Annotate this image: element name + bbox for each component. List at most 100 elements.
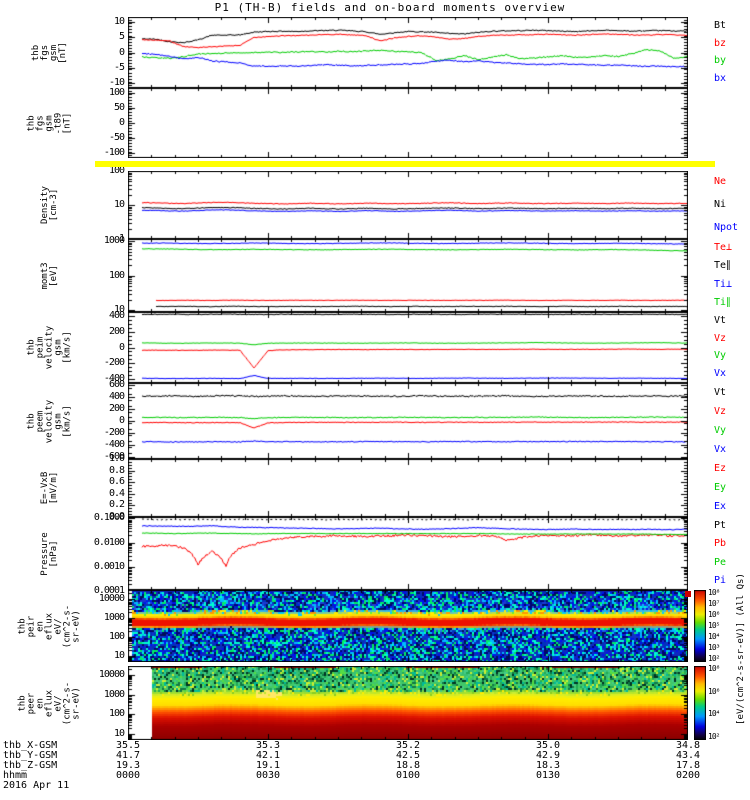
bottom-value: 35.0	[535, 740, 561, 751]
bottom-value: 0130	[535, 770, 561, 781]
ytick-label-peem-velocity: 200	[108, 403, 125, 415]
bottom-row-label: thb_Z-GSM	[3, 760, 58, 771]
colorbar-unit-label: [eV/(cm^2-s-sr-eV)] (All Qs)	[736, 573, 746, 725]
bottom-value: 41.7	[115, 750, 141, 761]
bottom-value: 0100	[395, 770, 421, 781]
panel-fgs-plot	[128, 17, 688, 88]
legend-pressure-Pi: Pi	[714, 574, 727, 586]
legend-momt3-Te∥: Te∥	[714, 260, 732, 272]
legend-peem-velocity-Vx: Vx	[714, 443, 727, 455]
bottom-value: 0000	[115, 770, 141, 781]
legend-fgs-Bt: Bt	[714, 19, 727, 31]
ytick-label-pressure: 0.0010	[93, 561, 125, 573]
legend-peim-velocity-Vz: Vz	[714, 332, 727, 344]
ytick-label-momt3: 1000	[103, 235, 125, 247]
ytick-label-momt3: 100	[108, 269, 125, 281]
ytick-label-fgs: 0	[118, 46, 125, 58]
ytick-label-efield: 0.0	[108, 511, 125, 522]
colorbar-ion-tick: 10⁵	[708, 621, 720, 630]
legend-efield-Ez: Ez	[714, 462, 727, 474]
bottom-value: 42.9	[535, 750, 561, 761]
legend-density-Ni: Ni	[714, 199, 727, 210]
plot-title: P1 (TH-B) fields and on-board moments ov…	[214, 1, 566, 14]
bottom-value: 18.8	[395, 760, 421, 771]
ytick-label-peir-spec: 100	[108, 631, 125, 642]
ytick-label-peim-velocity: -400	[103, 373, 125, 385]
colorbar-ion-tick: 10⁷	[708, 598, 720, 608]
colorbar-electron-tick: 10⁶	[708, 686, 720, 696]
legend-pressure-Pe: Pe	[714, 556, 727, 568]
ytick-label-peem-velocity: -600	[103, 450, 125, 462]
ytick-label-peim-velocity: 0	[118, 341, 125, 353]
bottom-value: 42.1	[255, 750, 281, 761]
ytick-label-efield: 0.4	[108, 487, 125, 499]
ytick-label-fgs: 10	[113, 15, 125, 27]
legend-peem-velocity-Vy: Vy	[714, 424, 727, 436]
bottom-value: 42.5	[395, 750, 421, 761]
legend-density-Ne: Ne	[714, 176, 727, 188]
bottom-value: 34.8	[675, 740, 701, 751]
ytick-label-pressure: 0.0100	[93, 536, 125, 548]
ytick-label-fgs-t89: -50	[108, 132, 125, 144]
legend-momt3-Ti⊥: Ti⊥	[714, 278, 733, 290]
legend-peem-velocity-Vt: Vt	[714, 386, 727, 398]
ytick-label-pressure: 0.0001	[93, 585, 125, 597]
bottom-value: 19.1	[255, 760, 281, 771]
legend-efield-Ey: Ey	[714, 482, 727, 493]
ytick-label-peer-spec: 10	[113, 728, 125, 740]
bottom-value: 19.3	[115, 760, 141, 771]
ytick-label-density: 100	[108, 165, 125, 176]
colorbar-electron	[694, 666, 706, 740]
ytick-label-peir-spec: 1000	[103, 611, 125, 623]
bottom-row-label: thb_Y-GSM	[3, 750, 58, 761]
colorbar-ion	[694, 590, 706, 662]
ytick-label-peer-spec: 1000	[103, 688, 125, 700]
ytick-label-peim-velocity: 400	[108, 309, 125, 321]
ytick-label-fgs-t89: 0	[118, 117, 125, 128]
ytick-label-efield: 1.0	[108, 453, 125, 464]
ytick-label-fgs: 5	[118, 31, 125, 43]
panel-efield-plot	[128, 459, 688, 517]
legend-fgs-by: by	[714, 55, 727, 67]
ytick-label-fgs: -5	[113, 61, 125, 73]
panel-density-plot	[128, 171, 688, 239]
ytick-label-fgs: -10	[108, 77, 125, 89]
panel-peim-velocity-plot	[128, 312, 688, 383]
ytick-label-peim-velocity: 200	[108, 325, 125, 337]
bottom-value: 43.4	[675, 750, 701, 761]
bottom-value: 35.5	[115, 740, 141, 751]
legend-peim-velocity-Vt: Vt	[714, 314, 727, 326]
bottom-value: 17.8	[675, 760, 701, 771]
ytick-label-efield: 0.8	[108, 464, 125, 476]
ytick-label-peem-velocity: 0	[118, 415, 125, 426]
panel-pressure-plot	[128, 517, 688, 590]
ytick-label-peem-velocity: 400	[108, 391, 125, 403]
legend-momt3-Te⊥: Te⊥	[714, 242, 733, 254]
ytick-label-pressure: 0.1000	[93, 512, 125, 524]
colorbar-ion-tick: 10²	[708, 654, 720, 664]
legend-fgs-bz: bz	[714, 37, 727, 49]
ytick-label-peer-spec: 10000	[98, 668, 125, 680]
bottom-row-label: hhmm	[3, 770, 28, 781]
bottom-row-label: thb_X-GSM	[3, 740, 58, 751]
ytick-label-peim-velocity: -200	[103, 357, 125, 369]
ytick-label-peem-velocity: -200	[103, 426, 125, 438]
bottom-value: 35.2	[395, 740, 421, 751]
panel-peem-velocity-plot	[128, 383, 688, 459]
colorbar-ion-tick: 10⁶	[708, 609, 720, 619]
colorbar-ion-tick: 10⁴	[708, 632, 720, 642]
ytick-label-density: 10	[113, 199, 125, 210]
ytick-label-fgs-t89: 50	[113, 101, 125, 113]
bottom-value: 35.3	[255, 740, 281, 751]
legend-fgs-bx: bx	[714, 73, 727, 85]
ytick-label-momt3: 10	[113, 304, 125, 316]
colorbar-electron-tick: 10⁸	[708, 663, 720, 673]
ytick-label-efield: 0.2	[108, 499, 125, 511]
colorbar-ion-tick: 10³	[708, 643, 720, 653]
ytick-label-density: 1	[118, 233, 125, 244]
ytick-label-peem-velocity: 600	[108, 379, 125, 391]
ytick-label-fgs-t89: -100	[103, 147, 125, 159]
legend-peem-velocity-Vz: Vz	[714, 405, 727, 417]
panel-momt3-plot	[128, 239, 688, 312]
